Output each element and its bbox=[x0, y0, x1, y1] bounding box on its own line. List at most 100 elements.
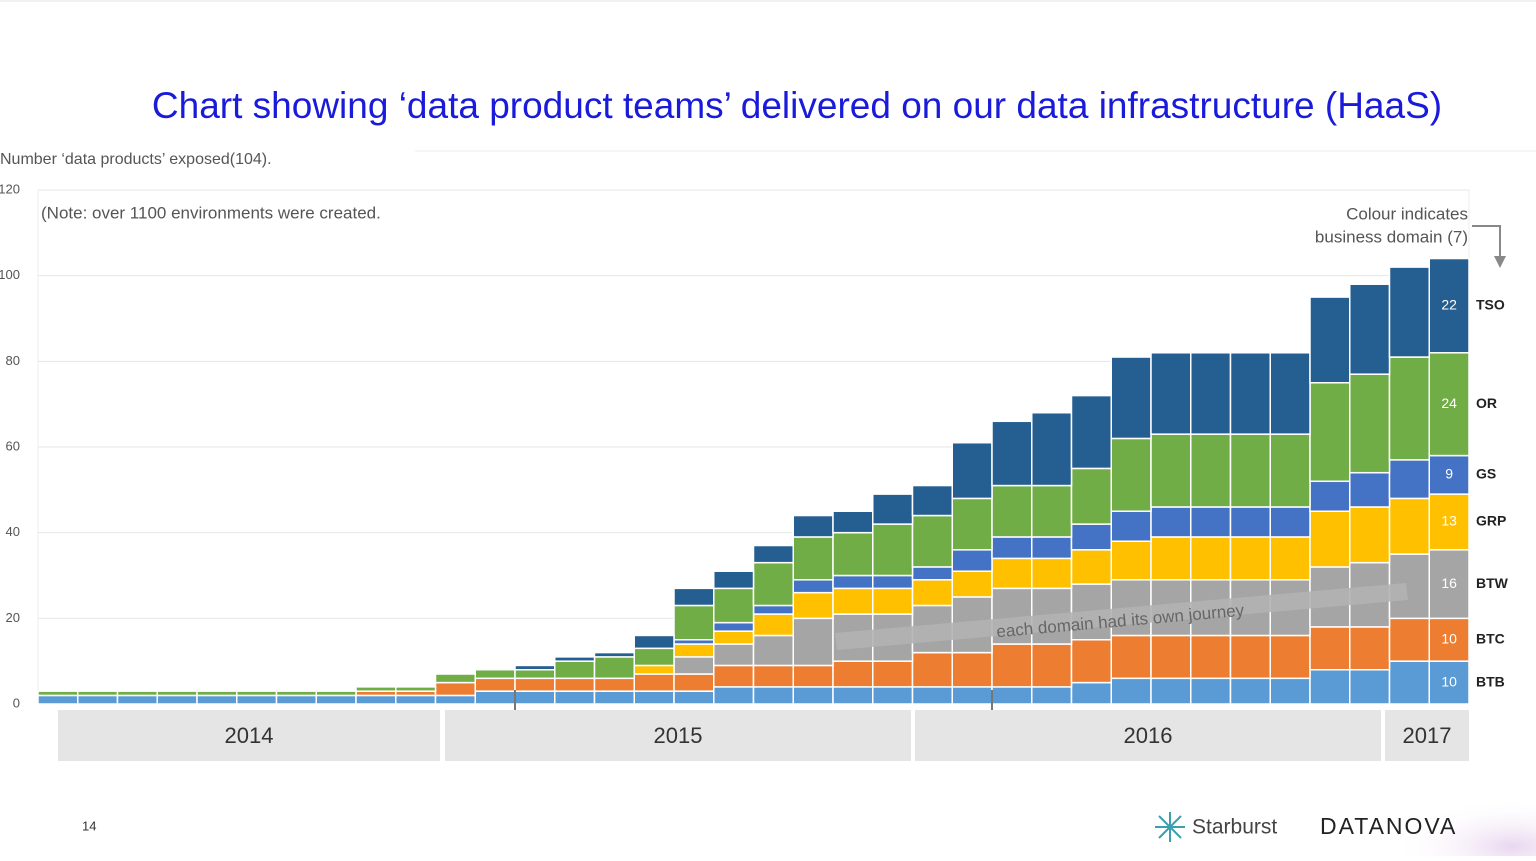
bar-segment bbox=[1428, 257, 1470, 354]
x-groups: 2014 2015 2016 2017 bbox=[58, 710, 1469, 761]
bar-segment bbox=[951, 686, 993, 705]
annotation-band bbox=[835, 583, 1408, 650]
bar-segment bbox=[1388, 660, 1430, 705]
y-tick-label: 120 bbox=[0, 181, 20, 196]
bar-segment bbox=[1190, 634, 1232, 680]
bar-segment bbox=[474, 668, 516, 680]
bar-segment bbox=[1349, 283, 1391, 375]
bar-segment bbox=[1349, 373, 1391, 474]
bar-segment bbox=[116, 690, 158, 697]
bar-segment bbox=[713, 621, 755, 632]
legend-label: TSO bbox=[1476, 296, 1505, 312]
bar-segment bbox=[752, 634, 794, 667]
bar-segment bbox=[633, 664, 675, 675]
bar-segment bbox=[1388, 497, 1430, 555]
bar-segment bbox=[593, 677, 635, 692]
bar-segment bbox=[1269, 536, 1311, 581]
bar-segment bbox=[1229, 536, 1271, 581]
bar-segment bbox=[911, 566, 953, 581]
bar-segment bbox=[951, 651, 993, 688]
bar-segment bbox=[1388, 459, 1430, 500]
legend-label: GS bbox=[1476, 466, 1496, 482]
bar-segment bbox=[1110, 356, 1152, 440]
x-group-box bbox=[1385, 710, 1469, 761]
legend-label: OR bbox=[1476, 395, 1497, 411]
bar-segment bbox=[1150, 352, 1192, 435]
bar-segment bbox=[991, 557, 1033, 590]
bar-segment bbox=[1388, 266, 1430, 358]
x-group-label: 2016 bbox=[1124, 723, 1173, 748]
starburst-icon bbox=[1155, 812, 1185, 842]
bar-segment bbox=[37, 690, 79, 697]
bar-segment bbox=[1070, 549, 1112, 585]
bar-segment bbox=[1309, 382, 1351, 483]
data-label: 24 bbox=[1441, 395, 1457, 411]
bar-segment bbox=[673, 656, 715, 675]
bar-segment bbox=[77, 694, 119, 705]
y-tick-label: 20 bbox=[6, 610, 20, 625]
bar-segment bbox=[832, 660, 874, 688]
bar-segment bbox=[1031, 557, 1073, 590]
bar-segment bbox=[1031, 686, 1073, 705]
legend-label: BTB bbox=[1476, 673, 1505, 689]
bar-segment bbox=[434, 694, 476, 705]
bar-segment bbox=[792, 664, 834, 688]
bar-segment bbox=[911, 651, 953, 688]
bar-segment bbox=[1349, 471, 1391, 508]
bar-segment bbox=[1070, 394, 1112, 470]
bar-segment bbox=[1388, 617, 1430, 662]
arrow-head bbox=[1494, 256, 1506, 268]
bar-segment bbox=[1110, 510, 1152, 542]
y-tick-label: 40 bbox=[6, 524, 20, 539]
bar-segment bbox=[1349, 668, 1391, 705]
bar-segment bbox=[554, 690, 596, 705]
bar-segment bbox=[1190, 677, 1232, 705]
bar-segment bbox=[1150, 536, 1192, 581]
bar-segment bbox=[872, 493, 914, 525]
bar-segment bbox=[832, 531, 874, 577]
bar-segment bbox=[1070, 467, 1112, 525]
bar-segment bbox=[1229, 506, 1271, 538]
bar-segment bbox=[832, 587, 874, 615]
bar-segment bbox=[474, 677, 516, 692]
bar-segment bbox=[355, 694, 397, 705]
bar-segment bbox=[673, 587, 715, 607]
bar-segment bbox=[1190, 506, 1232, 538]
logo: Starburst bbox=[1192, 816, 1277, 839]
bar-segment bbox=[633, 634, 675, 650]
bar-segment bbox=[1150, 677, 1192, 705]
bar-segment bbox=[792, 591, 834, 620]
legend-label: BTC bbox=[1476, 630, 1505, 646]
bar-segment bbox=[1428, 617, 1470, 662]
bar-segment bbox=[275, 690, 317, 697]
bar-segment bbox=[395, 694, 437, 705]
bar-segment bbox=[514, 690, 556, 705]
arrow bbox=[1472, 225, 1501, 258]
bar-segment bbox=[1269, 433, 1311, 508]
bar-segment bbox=[792, 686, 834, 705]
data-label: 9 bbox=[1445, 466, 1453, 482]
bar-segment bbox=[673, 604, 715, 641]
y-tick-label: 0 bbox=[13, 695, 20, 710]
bar-segment bbox=[991, 420, 1033, 487]
legend-label: BTW bbox=[1476, 575, 1509, 591]
bar-segment bbox=[1309, 296, 1351, 384]
bar-segment bbox=[911, 514, 953, 568]
bar-segment bbox=[872, 587, 914, 615]
bar-segment bbox=[275, 694, 317, 705]
bar-segment bbox=[832, 686, 874, 705]
data-label: 13 bbox=[1441, 513, 1457, 529]
bar-segment bbox=[315, 694, 357, 705]
bar-segment bbox=[792, 514, 834, 538]
bar-segment bbox=[116, 694, 158, 705]
bar-segment bbox=[1150, 506, 1192, 538]
bar-segment bbox=[633, 690, 675, 705]
bar-segment bbox=[713, 643, 755, 667]
legend-label: GRP bbox=[1476, 513, 1506, 529]
bar-segment bbox=[554, 677, 596, 692]
bar-segment bbox=[236, 694, 278, 705]
decor bbox=[1300, 760, 1536, 856]
bar-segment bbox=[991, 686, 1033, 705]
